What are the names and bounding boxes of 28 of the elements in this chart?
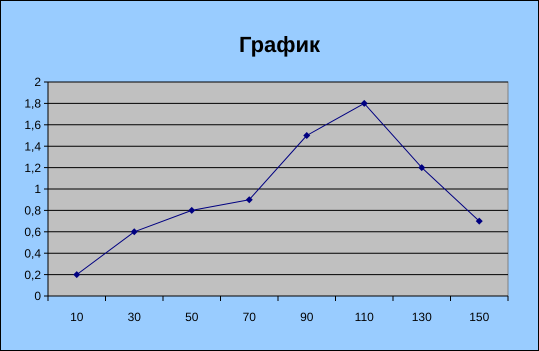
point	[303, 132, 310, 139]
x-tick-label: 90	[300, 310, 314, 324]
point	[246, 196, 253, 204]
point	[476, 218, 483, 225]
y-tick-label: 2	[34, 75, 42, 90]
x-tick-label: 30	[128, 310, 142, 324]
y-tick-label: 1,8	[24, 96, 42, 111]
y-tick-label: 1,6	[24, 118, 42, 132]
x-tick-label: 150	[469, 310, 490, 324]
y-tick-label: 0,6	[24, 225, 42, 239]
y-tick-label: 1	[34, 182, 42, 196]
y-tick-label: 1,4	[24, 139, 42, 154]
x-tick-label: 70	[242, 310, 256, 324]
point	[73, 271, 80, 278]
x-tick-label: 50	[185, 310, 199, 324]
point	[418, 164, 426, 172]
y-tick-label: 0,4	[24, 246, 42, 260]
y-tick-label: 1,2	[24, 160, 42, 175]
y-tick-label: 0,2	[24, 268, 42, 282]
y-tick-label: 0	[34, 289, 42, 304]
point	[360, 100, 368, 107]
point	[188, 206, 196, 214]
x-tick-label: 10	[70, 310, 84, 324]
x-tick-label: 110	[354, 310, 374, 324]
chart-title: График	[238, 32, 322, 57]
x-tick-label: 130	[412, 310, 432, 324]
y-tick-label: 0,8	[24, 204, 42, 218]
point	[130, 228, 138, 236]
